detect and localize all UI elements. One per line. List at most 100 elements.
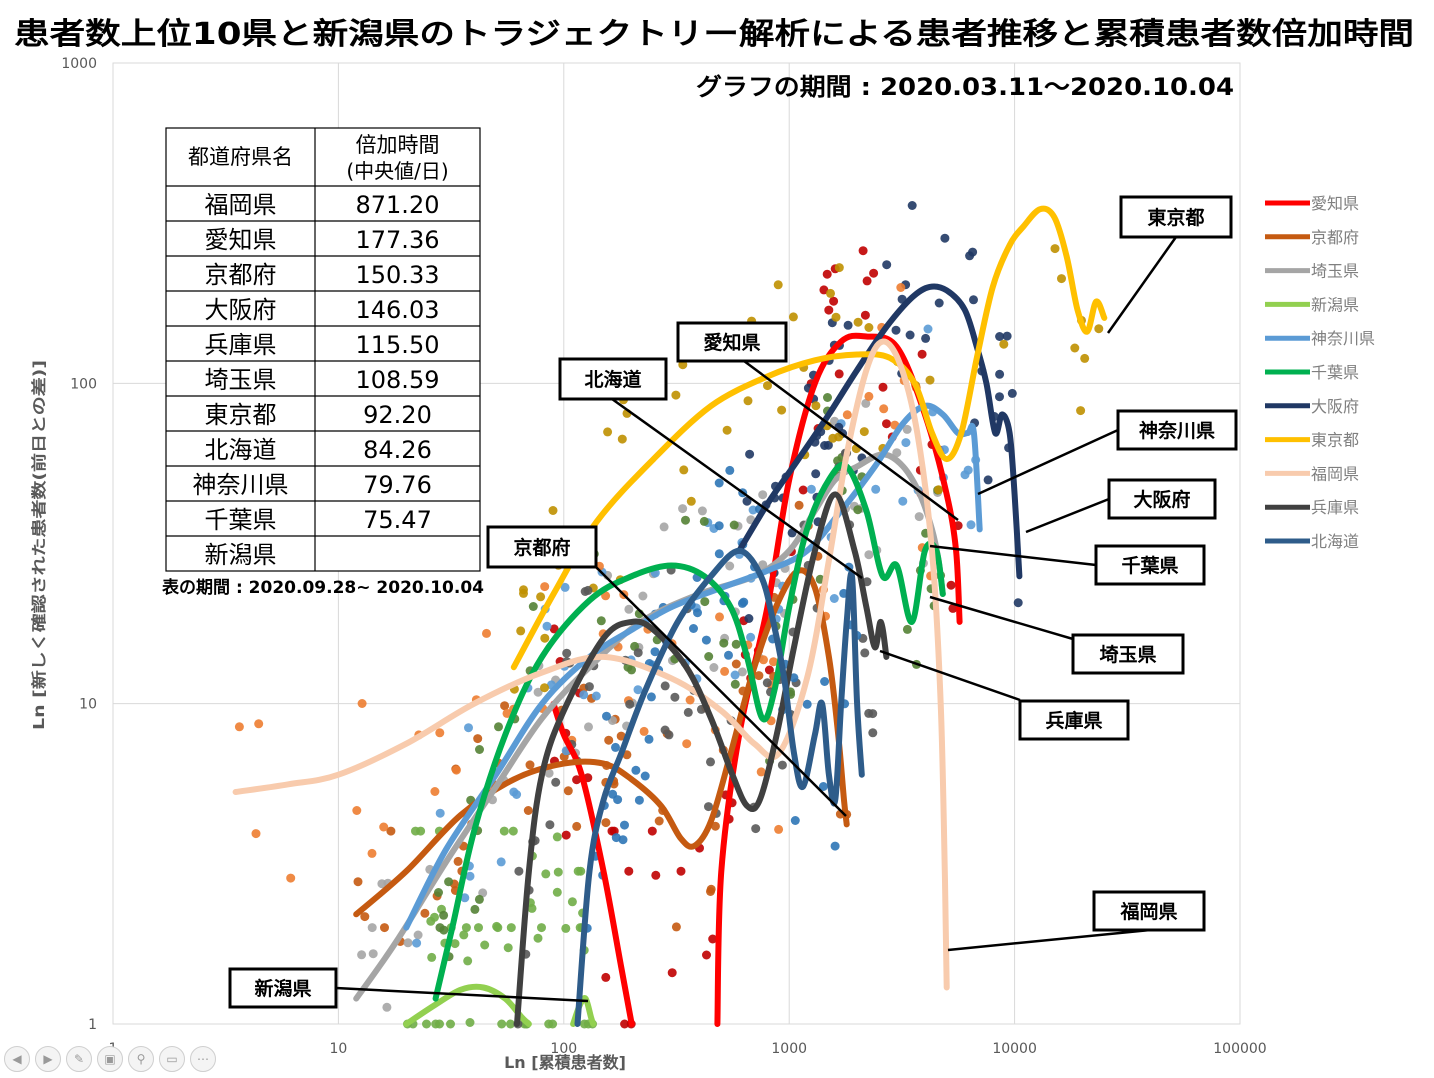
data-point: [995, 392, 1004, 402]
data-point: [864, 323, 874, 332]
table-cell-doubling-time: 115.50: [356, 331, 440, 359]
data-point: [699, 516, 709, 526]
zoom-icon[interactable]: ⚲: [128, 1046, 154, 1072]
data-point: [651, 870, 661, 880]
data-point: [516, 626, 526, 636]
callout: 神奈川県: [977, 409, 1238, 496]
data-point: [544, 768, 554, 778]
callout-label: 福岡県: [1119, 900, 1177, 923]
callout-box: [1107, 478, 1217, 520]
data-point: [453, 856, 463, 866]
data-point: [624, 866, 634, 876]
data-point: [561, 923, 571, 933]
data-point: [357, 950, 367, 960]
data-point: [647, 826, 657, 836]
callout-box: [1092, 890, 1206, 932]
data-point: [413, 930, 423, 940]
trajectory-line: [736, 283, 1023, 580]
data-point: [706, 887, 715, 896]
legend-label: 愛知県: [1311, 194, 1359, 213]
data-point: [1002, 331, 1012, 341]
data-point: [831, 312, 841, 322]
legend-label: 埼玉県: [1311, 262, 1359, 281]
trajectory-line: [353, 567, 850, 918]
data-point: [367, 848, 377, 858]
data-point: [562, 648, 572, 658]
data-point: [995, 332, 1005, 341]
data-point: [541, 869, 551, 879]
data-point: [451, 765, 461, 775]
data-point: [360, 912, 370, 922]
data-point: [790, 816, 800, 825]
data-point: [633, 685, 643, 695]
data-point: [368, 949, 378, 959]
callout-leader-line: [743, 359, 959, 522]
data-point: [634, 795, 644, 805]
data-point: [671, 390, 681, 400]
data-point: [542, 621, 552, 631]
data-point: [730, 679, 740, 689]
data-point: [742, 496, 752, 506]
data-point: [660, 681, 670, 691]
data-point: [1013, 598, 1023, 608]
data-point: [729, 520, 739, 530]
data-point: [868, 728, 878, 738]
data-point: [601, 591, 611, 601]
data-point: [706, 757, 715, 767]
table-header-doubling: 倍加時間: [356, 133, 440, 157]
data-point: [829, 594, 839, 603]
data-point: [430, 912, 439, 922]
data-point: [624, 604, 634, 614]
data-point: [902, 624, 912, 634]
data-point: [584, 722, 593, 732]
data-point: [969, 295, 978, 305]
more-icon[interactable]: ⋯: [190, 1046, 216, 1072]
data-point: [763, 381, 772, 391]
data-point: [650, 647, 660, 657]
data-point: [743, 396, 753, 406]
legend-item: 福岡県: [1265, 464, 1359, 483]
data-point: [508, 826, 518, 836]
slides-icon[interactable]: ▣: [97, 1046, 123, 1072]
next-icon[interactable]: ▶: [35, 1046, 61, 1072]
data-point: [818, 782, 828, 791]
data-point: [751, 824, 761, 834]
screen-icon[interactable]: ▭: [159, 1046, 185, 1072]
previous-icon[interactable]: ◀: [4, 1046, 30, 1072]
data-point: [523, 806, 533, 815]
table-cell-prefecture: 北海道: [205, 436, 277, 464]
callout-leader-line: [611, 397, 863, 580]
table-cell-doubling-time: 146.03: [356, 296, 440, 324]
data-point: [251, 829, 261, 839]
data-point: [731, 639, 741, 649]
x-axis-label: Ln [累積患者数]: [504, 1053, 626, 1072]
data-point: [914, 512, 924, 522]
table-cell-doubling-time: 84.26: [363, 436, 432, 464]
data-point: [475, 745, 484, 754]
data-point: [540, 633, 550, 643]
data-point: [697, 506, 707, 516]
callout-label: 大阪府: [1133, 488, 1190, 511]
data-point: [701, 635, 711, 645]
data-point: [882, 419, 891, 429]
data-point: [403, 938, 413, 948]
legend-item: 新潟県: [1265, 295, 1359, 314]
callout-box: [1018, 699, 1130, 741]
data-point: [576, 866, 586, 876]
data-point: [995, 369, 1005, 379]
data-point: [822, 269, 832, 279]
data-point: [898, 496, 908, 506]
data-point: [679, 465, 689, 475]
slideshow-toolbar: ◀ ▶ ✎ ▣ ⚲ ▭ ⋯: [4, 1046, 216, 1074]
x-tick-label: 100000: [1213, 1041, 1266, 1057]
data-point: [794, 500, 804, 510]
data-point: [616, 731, 626, 741]
pen-icon[interactable]: ✎: [66, 1046, 92, 1072]
data-point: [983, 475, 993, 485]
data-point: [739, 597, 749, 607]
data-point: [824, 305, 834, 315]
data-point: [604, 735, 614, 745]
data-point: [644, 734, 654, 744]
data-point: [551, 777, 561, 787]
data-point: [234, 722, 244, 732]
